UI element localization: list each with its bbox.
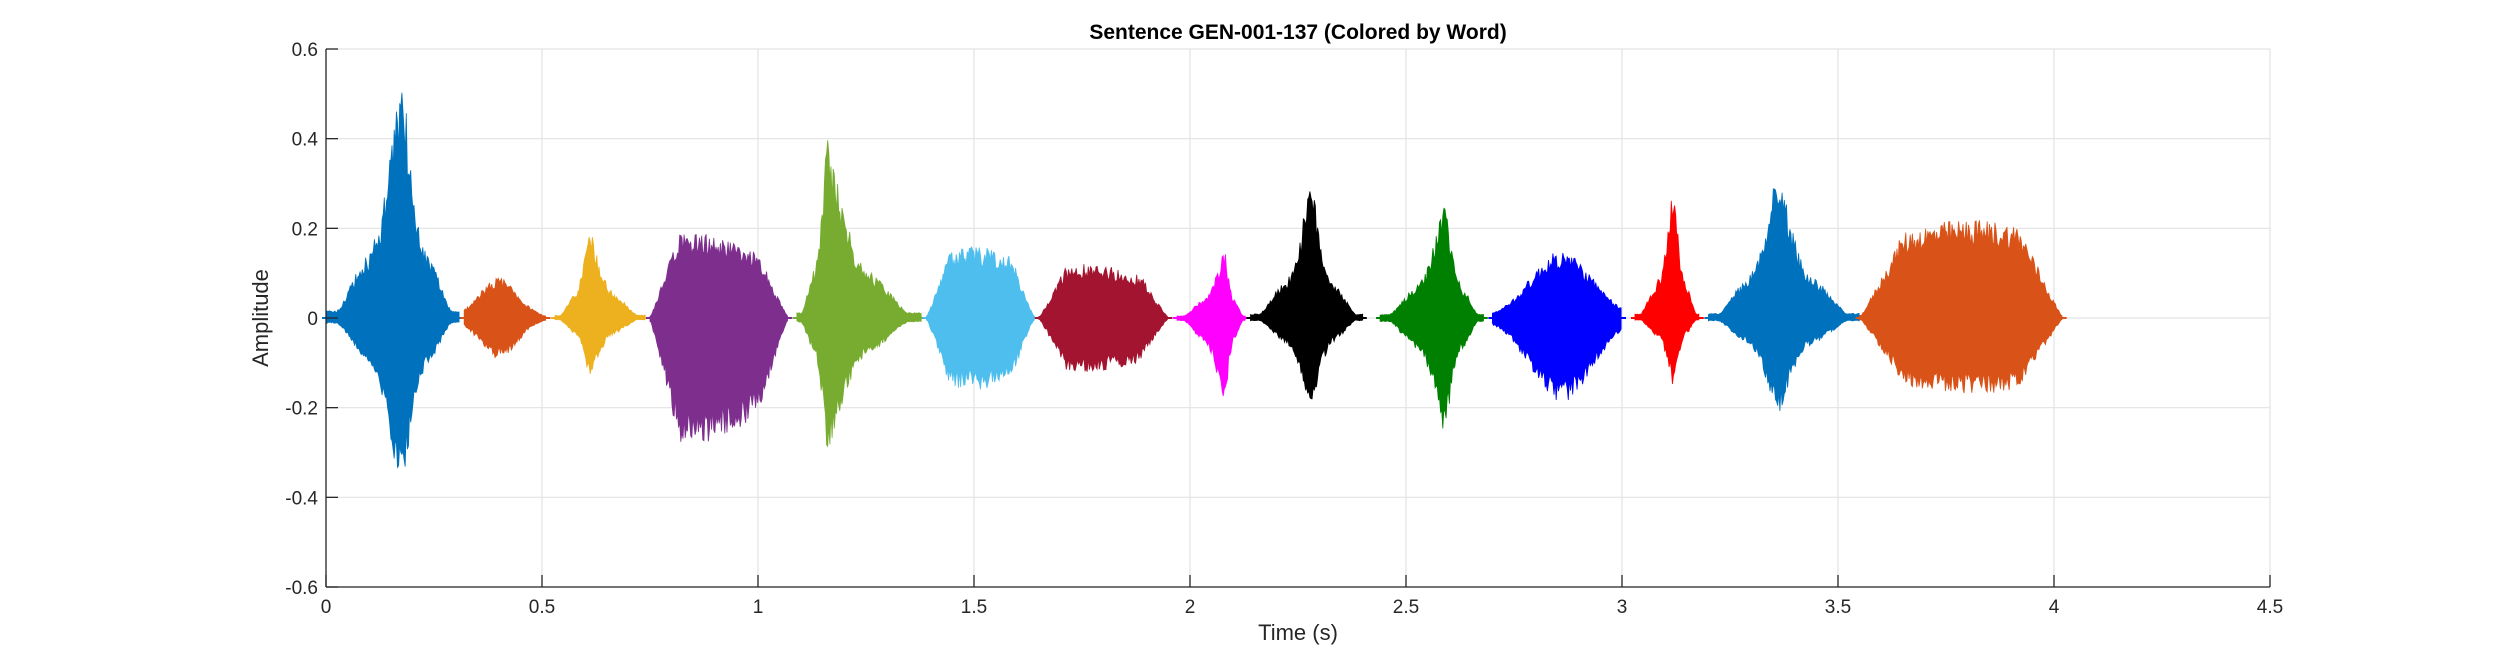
y-tick-label: 0.2: [292, 219, 318, 240]
word-waveform-11: [1492, 253, 1622, 401]
word-waveform-13: [1708, 188, 1860, 412]
word-waveform-10: [1379, 207, 1484, 429]
word-waveform-8: [1176, 254, 1246, 397]
x-tick-label: 2.5: [1393, 597, 1419, 618]
x-tick-label: 3.5: [1825, 597, 1851, 618]
y-tick-label: 0.6: [292, 40, 318, 61]
tick-labels: 0 0.5 1 1.5 2 2.5 3 3.5 4 4.5 -0.6 -0.4 -0.2 0 0.2 0.4 0…: [285, 40, 2283, 618]
word-waveform-1: [325, 92, 460, 469]
word-waveform-5: [796, 140, 922, 448]
x-tick-label: 1: [753, 597, 764, 618]
waveform-series: [322, 92, 2067, 469]
word-waveform-3: [554, 236, 646, 374]
x-tick-label: 3: [1617, 597, 1628, 618]
x-tick-label: 4.5: [2257, 597, 2283, 618]
x-axis-label: Time (s): [1258, 620, 1338, 645]
y-axis-label: Amplitude: [248, 269, 273, 367]
x-tick-label: 0.5: [529, 597, 555, 618]
word-waveform-4: [649, 234, 788, 442]
word-waveform-14: [1859, 220, 2063, 394]
word-waveform-9: [1250, 191, 1364, 400]
x-tick-label: 2: [1185, 597, 1196, 618]
y-tick-label: -0.6: [285, 578, 318, 599]
y-tick-label: -0.2: [285, 399, 318, 420]
word-waveform-6: [926, 246, 1035, 390]
y-tick-label: -0.4: [285, 488, 318, 509]
word-waveform-12: [1634, 200, 1700, 385]
y-tick-label: 0: [307, 309, 318, 330]
chart-title: Sentence GEN-001-137 (Colored by Word): [1089, 21, 1506, 44]
word-waveform-7: [1038, 264, 1168, 372]
axes: [325, 48, 2271, 588]
x-tick-label: 0: [321, 597, 332, 618]
x-tick-label: 4: [2049, 597, 2060, 618]
y-tick-label: 0.4: [292, 130, 319, 151]
x-tick-label: 1.5: [961, 597, 987, 618]
word-waveform-2: [463, 277, 546, 359]
